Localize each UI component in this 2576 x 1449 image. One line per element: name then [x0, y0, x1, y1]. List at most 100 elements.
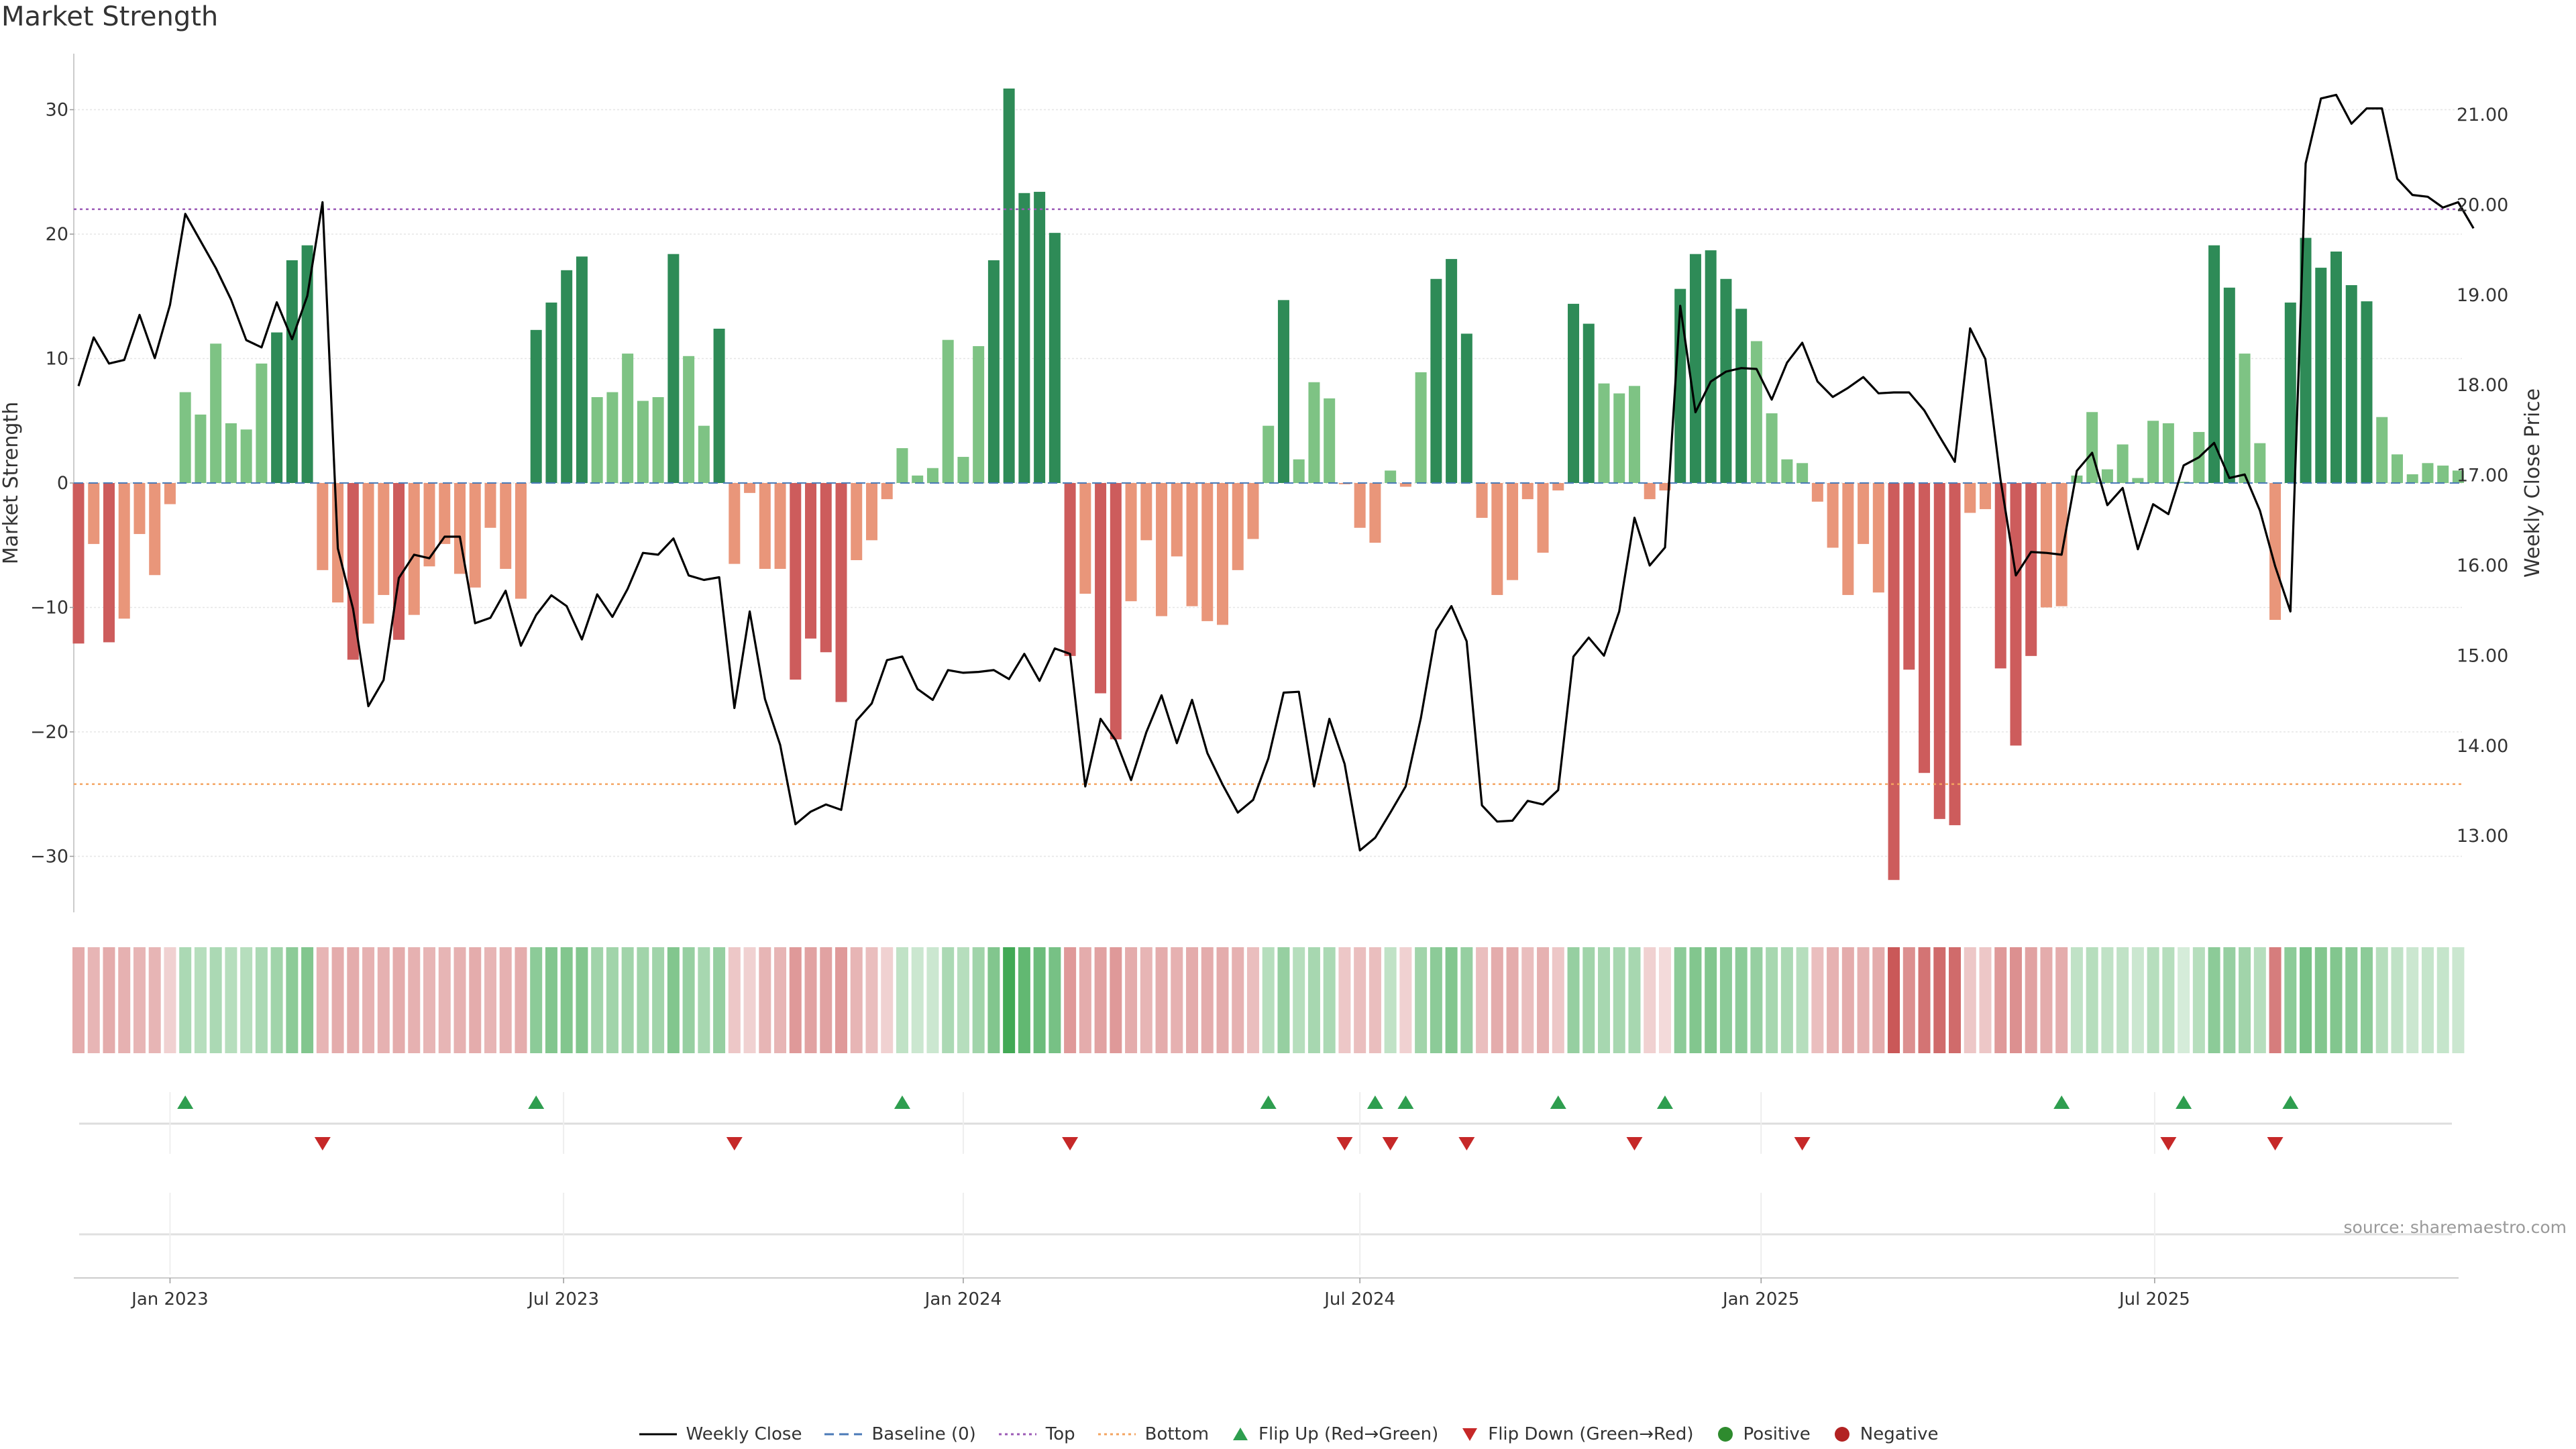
heat-cell [1293, 947, 1305, 1053]
flip-down-marker [1794, 1137, 1811, 1150]
heat-cell [2147, 947, 2159, 1053]
heat-cell [1064, 947, 1077, 1053]
heat-cell [209, 947, 222, 1053]
strength-bar [606, 392, 619, 483]
heat-cell [1216, 947, 1229, 1053]
strength-bar [1140, 483, 1152, 541]
heat-cell [423, 947, 436, 1053]
strength-bar [1628, 386, 1640, 483]
flip-down-marker [1062, 1137, 1079, 1150]
heat-cell [774, 947, 787, 1053]
flip-down-marker [726, 1137, 743, 1150]
heat-cell [347, 947, 360, 1053]
legend-symbol [1462, 1428, 1478, 1441]
flip-down-marker [1382, 1137, 1399, 1150]
heat-cell [286, 947, 299, 1053]
heat-cell [2239, 947, 2251, 1053]
heat-cell [1140, 947, 1152, 1053]
flip-up-marker [1656, 1095, 1673, 1109]
strength-bar [926, 468, 938, 483]
strength-bar [408, 483, 420, 615]
strength-bar [2284, 303, 2296, 483]
strength-bar [1689, 254, 1701, 483]
strength-bar [2086, 412, 2098, 483]
heat-cell [2208, 947, 2220, 1053]
strength-bar [1186, 483, 1198, 606]
strength-bar [1263, 425, 1275, 483]
legend-item: Flip Down (Green→Red) [1460, 1424, 1694, 1444]
heat-cell [1872, 947, 1885, 1053]
strength-bar [1994, 483, 2006, 669]
strength-bar [1980, 483, 1991, 509]
heat-cell [667, 947, 680, 1053]
strength-bar [652, 397, 664, 483]
strength-bar [2315, 268, 2327, 483]
right-tick-label: 20.00 [2457, 195, 2508, 215]
heat-cell [850, 947, 863, 1053]
strength-bar [2132, 478, 2144, 483]
strength-bar [1277, 300, 1289, 483]
strength-bar [957, 457, 969, 483]
strength-bar [881, 483, 893, 500]
left-tick-label: −10 [30, 598, 68, 619]
strength-bar [820, 483, 832, 653]
heat-cell [1719, 947, 1732, 1053]
strength-bar [2452, 470, 2464, 483]
heat-cell [1338, 947, 1351, 1053]
strength-bar [2162, 423, 2174, 483]
heat-cell [72, 947, 85, 1053]
heat-cell [2040, 947, 2053, 1053]
strength-bar [72, 483, 85, 644]
strength-bar [912, 475, 924, 483]
heat-cell [1857, 947, 1870, 1053]
strength-bar [500, 483, 512, 569]
heat-cell [1766, 947, 1778, 1053]
strength-bar [133, 483, 146, 535]
heat-cell [682, 947, 695, 1053]
heat-cell [804, 947, 817, 1053]
right-tick-label: 21.00 [2457, 105, 2508, 125]
strength-bar [683, 356, 695, 483]
flip-up-marker [2282, 1095, 2299, 1109]
strength-bar [1110, 483, 1122, 740]
heat-cell [1125, 947, 1138, 1053]
legend-symbol [824, 1433, 863, 1436]
heat-cell [2086, 947, 2098, 1053]
flip-down-marker [2160, 1137, 2177, 1150]
strength-bar [195, 414, 207, 483]
heat-cell [2421, 947, 2434, 1053]
strength-bar [2025, 483, 2037, 656]
legend-label: Weekly Close [686, 1424, 802, 1444]
flip-down-marker [2267, 1137, 2284, 1150]
heat-cell [1705, 947, 1717, 1053]
flip-up-marker [1366, 1095, 1383, 1109]
heat-cell [1506, 947, 1519, 1053]
strength-bar [103, 483, 115, 643]
heat-cell [408, 947, 421, 1053]
heat-cell [1964, 947, 1976, 1053]
legend-symbol [1233, 1428, 1248, 1440]
heat-cell [1902, 947, 1915, 1053]
strength-bar [1735, 309, 1748, 483]
chart-title: Market Strength [1, 1, 219, 32]
legend-label: Baseline (0) [871, 1424, 976, 1444]
heat-cell [591, 947, 604, 1053]
heat-cell [1246, 947, 1259, 1053]
heat-cell [301, 947, 314, 1053]
heat-cell [2300, 947, 2312, 1053]
heat-cell [377, 947, 390, 1053]
strength-bar [88, 483, 100, 544]
heat-cell [2131, 947, 2144, 1053]
strength-bar [713, 328, 725, 483]
legend-item: Positive [1715, 1424, 1811, 1444]
strength-bar [1293, 459, 1305, 483]
heat-cell [1368, 947, 1381, 1053]
heat-cell [1262, 947, 1275, 1053]
left-tick-label: 0 [57, 473, 68, 494]
strength-bar [439, 483, 451, 544]
strength-bar [1781, 459, 1793, 483]
heat-cell [453, 947, 466, 1053]
heat-cell [469, 947, 482, 1053]
flip-down-marker [1336, 1137, 1353, 1150]
strength-bar [317, 483, 329, 570]
